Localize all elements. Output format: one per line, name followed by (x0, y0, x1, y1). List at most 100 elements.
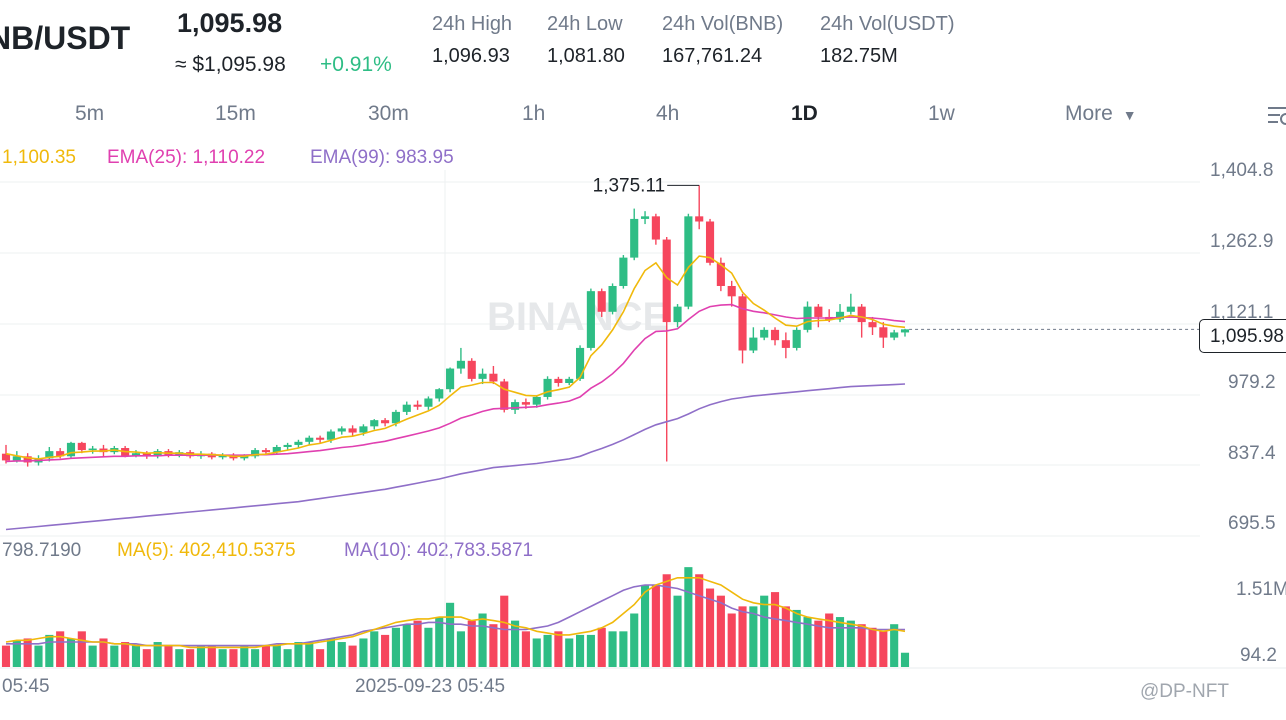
volume-bar (673, 595, 682, 667)
more-timeframes-dropdown[interactable]: More ▼ (1065, 102, 1137, 126)
volume-bar (402, 624, 411, 667)
volume-bar (727, 613, 736, 667)
candle-body (705, 221, 715, 263)
candle-body (142, 453, 151, 457)
candle-body (424, 398, 433, 407)
volume-bar (890, 624, 899, 667)
volume-bar (684, 567, 693, 667)
candle-body (738, 296, 747, 351)
candle-body (413, 404, 422, 407)
ema7-line (5, 255, 906, 460)
volume-bar (543, 634, 552, 667)
volume-bar (532, 638, 541, 667)
volume-bar (814, 620, 823, 667)
volume-bar (45, 634, 54, 667)
volume-bar (1, 645, 11, 667)
stat-24h-high-value: 1,096.93 (432, 45, 510, 67)
volume-bar (251, 649, 260, 667)
time-axis-tick: 05:45 (2, 676, 50, 697)
volume-bar (586, 634, 595, 667)
volume-bar (294, 642, 303, 667)
volume-bar (835, 617, 845, 667)
candle-body (727, 285, 736, 297)
volume-bar (435, 617, 444, 667)
volume-bar (175, 649, 184, 667)
ma10-legend: MA(10): 402,783.5871 (344, 540, 534, 561)
volume-bar (489, 624, 498, 667)
volume-bar (738, 606, 747, 667)
volume-bar (749, 606, 758, 667)
volume-bar (240, 645, 249, 667)
current-price-badge: 1,095.98 (1199, 319, 1286, 353)
trading-pair[interactable]: NB/USDT (0, 20, 131, 56)
volume-bar (207, 645, 216, 667)
volume-bar (868, 627, 877, 667)
volume-bar (879, 631, 888, 667)
volume-bar (413, 620, 422, 667)
tab-1h[interactable]: 1h (522, 102, 546, 125)
volume-bar (705, 588, 715, 667)
volume-bar (142, 649, 151, 667)
volume-bar (348, 645, 357, 667)
candle-body (879, 327, 888, 338)
volume-bar (121, 642, 130, 667)
volume-bar (900, 652, 910, 667)
volume-bar (662, 574, 671, 667)
candle-body (66, 442, 76, 457)
volume-axis-tick: 1.51M (1236, 579, 1286, 600)
volume-bar (792, 609, 801, 667)
candle-body (651, 216, 660, 240)
candle-body (597, 291, 606, 312)
candle-body (240, 456, 249, 459)
candle-body (261, 450, 271, 453)
stat-24h-vol-bnb-value: 167,761.24 (662, 45, 763, 67)
candle-body (272, 446, 281, 453)
tab-1d[interactable]: 1D (791, 102, 818, 125)
chart-settings-icon[interactable] (1264, 100, 1286, 130)
candle-body (435, 389, 444, 399)
candle-body (608, 285, 617, 312)
candle-body (781, 340, 790, 348)
tab-30m[interactable]: 30m (368, 102, 409, 125)
candle-body (153, 451, 162, 457)
candle-body (630, 218, 639, 258)
volume-bar (467, 620, 476, 667)
volume-bar (640, 584, 650, 667)
candle-body (326, 431, 336, 440)
time-axis-tick: 2025-09-23 05:45 (355, 676, 506, 697)
candle-body (391, 411, 400, 424)
volume-bar (316, 649, 325, 667)
price-axis-tick: 1,404.8 (1210, 160, 1274, 181)
tab-1w[interactable]: 1w (928, 102, 955, 125)
volume-bar (337, 642, 346, 667)
candle-body (402, 404, 411, 412)
candle-body (511, 402, 520, 410)
ma5-line (5, 577, 906, 649)
volume-bar (630, 613, 639, 667)
price-axis-tick: 979.2 (1228, 372, 1276, 393)
candle-body (56, 451, 65, 457)
tab-4h[interactable]: 4h (656, 102, 680, 125)
volume-bar (770, 592, 780, 667)
candle-body (749, 337, 758, 351)
volume-bar (424, 627, 433, 667)
volume-bar (575, 634, 585, 667)
volume-bar (446, 602, 455, 667)
candle-body (88, 448, 97, 451)
candle-body (770, 329, 780, 341)
tab-15m[interactable]: 15m (215, 102, 256, 125)
price-axis-tick: 1,121.1 (1210, 302, 1274, 323)
volume-bar (500, 595, 509, 667)
tab-5m[interactable]: 5m (75, 102, 105, 125)
candle-body (619, 257, 628, 286)
volume-bar (261, 645, 271, 667)
stat-24h-vol-usdt-label: 24h Vol(USDT) (820, 13, 955, 35)
candle-body (467, 360, 476, 379)
volume-bar (846, 620, 855, 667)
more-label: More (1065, 102, 1113, 125)
volume-bar (803, 617, 812, 667)
volume-bar (34, 645, 43, 667)
candle-body (575, 347, 585, 379)
volume-bar (153, 642, 162, 667)
